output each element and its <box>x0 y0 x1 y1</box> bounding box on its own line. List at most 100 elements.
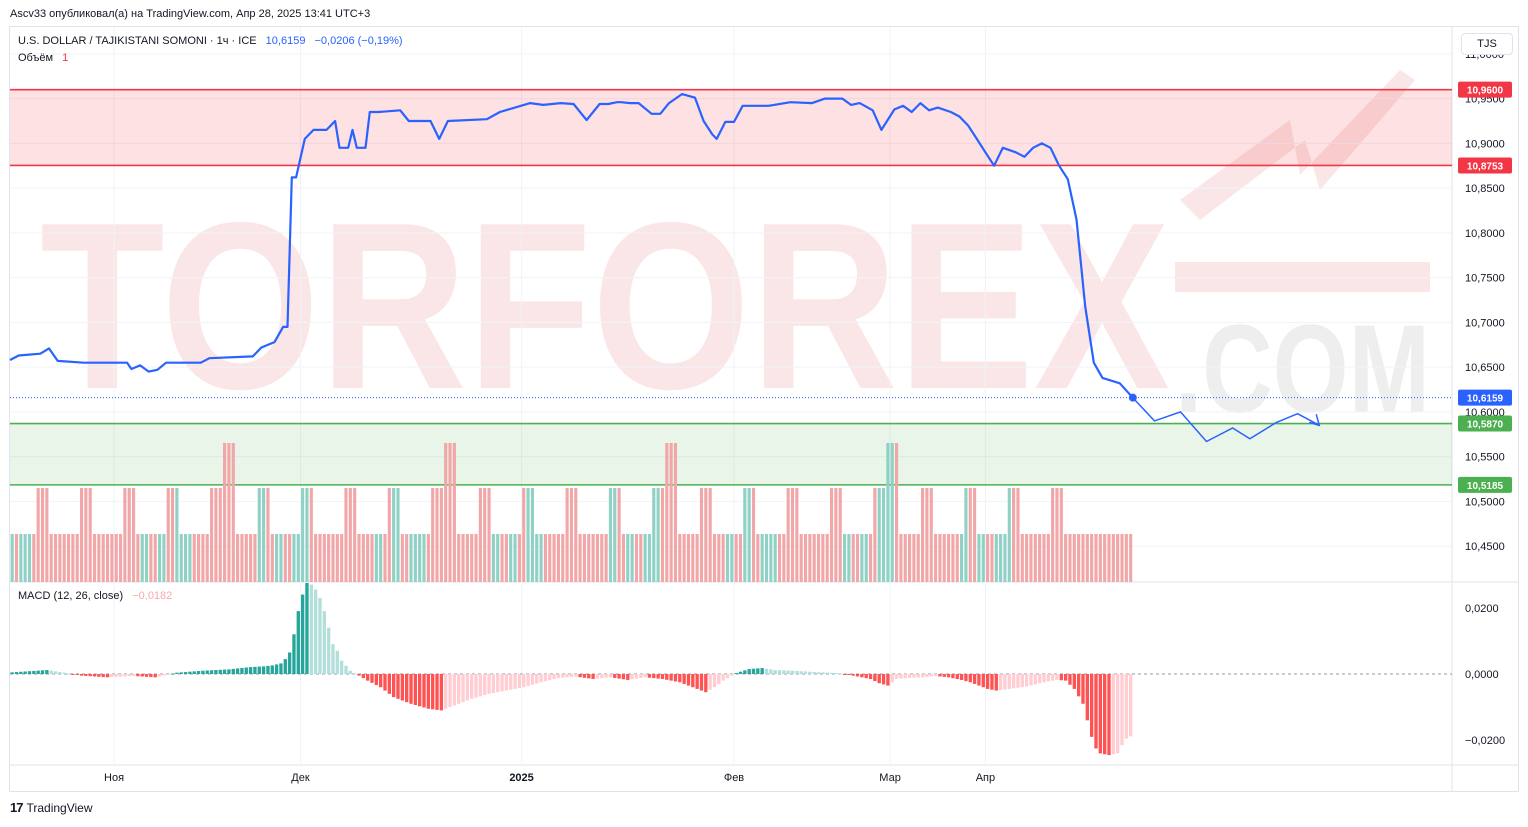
volume-bar <box>140 534 144 582</box>
volume-bar <box>712 534 717 582</box>
volume-bar <box>88 488 92 582</box>
macd-bar <box>14 672 19 674</box>
volume-bar <box>1016 488 1020 582</box>
macd-bar <box>127 674 131 677</box>
volume-bar <box>686 534 691 582</box>
macd-bar <box>201 670 205 674</box>
macd-bar <box>972 674 977 684</box>
volume-bar <box>1042 534 1046 582</box>
volume-legend[interactable]: Объём 1 <box>18 52 68 64</box>
volume-bar <box>669 443 673 582</box>
macd-bar <box>318 597 322 674</box>
chart-frame[interactable] <box>9 26 1519 792</box>
volume-bar <box>71 534 75 582</box>
volume-bar <box>652 488 656 582</box>
macd-bar <box>695 674 699 689</box>
volume-bar <box>708 488 712 582</box>
volume-value: 1 <box>62 52 69 64</box>
volume-bar <box>608 488 613 582</box>
volume-bar <box>812 534 816 582</box>
volume-bar <box>847 534 851 582</box>
symbol-name[interactable]: U.S. DOLLAR / TAJIKISTANI SOMONI · 1ч · … <box>18 35 257 47</box>
x-tick-label: Апр <box>976 772 995 784</box>
symbol-legend[interactable]: U.S. DOLLAR / TAJIKISTANI SOMONI · 1ч · … <box>18 35 403 47</box>
volume-bar <box>626 534 630 582</box>
macd-bar <box>920 674 925 678</box>
price-line[interactable] <box>9 93 1452 443</box>
volume-bar <box>1059 488 1063 582</box>
volume-bar <box>1051 488 1055 582</box>
volume-bar <box>374 534 378 582</box>
price-badge <box>1458 476 1512 493</box>
macd-bar <box>470 674 474 699</box>
volume-bar <box>144 534 149 582</box>
macd-bar <box>829 672 834 674</box>
volume-bar <box>1107 534 1111 582</box>
macd-bar <box>266 665 270 674</box>
volume-bar <box>314 534 318 582</box>
macd-bar <box>569 674 574 677</box>
macd-bar <box>760 668 764 674</box>
macd-bar <box>608 674 613 678</box>
volume-bar <box>569 488 573 582</box>
volume-bar <box>409 534 413 582</box>
macd-bar <box>790 670 795 674</box>
macd-bar <box>79 674 84 676</box>
watermark-tld: .COM <box>1175 300 1430 439</box>
macd-bar <box>435 674 439 710</box>
macd-bar <box>166 674 170 675</box>
macd-bar <box>834 673 838 675</box>
macd-bar <box>743 670 747 674</box>
volume-bar <box>556 534 560 582</box>
volume-bar <box>699 488 704 582</box>
volume-bar <box>448 443 452 582</box>
volume-bar <box>921 488 925 582</box>
volume-bar <box>535 534 539 582</box>
volume-bar <box>279 534 283 582</box>
volume-bar <box>656 488 660 582</box>
macd-bar <box>764 668 769 674</box>
macd-bar <box>1129 674 1133 737</box>
macd-bar <box>487 674 491 694</box>
macd-bar <box>357 674 361 676</box>
volume-bar <box>483 488 487 582</box>
macd-bar <box>431 674 435 710</box>
volume-bar <box>981 534 985 582</box>
volume-bar <box>548 534 552 582</box>
volume-bar <box>868 534 873 582</box>
macd-bar <box>565 674 569 678</box>
volume-bar <box>890 443 894 582</box>
macd-bar <box>92 674 97 677</box>
price-series <box>9 93 1134 399</box>
volume-bar <box>595 534 600 582</box>
volume-bar <box>370 534 374 582</box>
macd-legend[interactable]: MACD (12, 26, close) −0,0182 <box>18 590 172 602</box>
volume-bar <box>14 534 19 582</box>
macd-bar <box>248 667 253 674</box>
macd-bar <box>1098 674 1102 754</box>
macd-bar <box>751 668 756 674</box>
volume-bar <box>873 488 877 582</box>
macd-bar <box>257 666 261 674</box>
volume-bar <box>643 534 647 582</box>
volume-bar <box>539 534 543 582</box>
volume-bar <box>1111 534 1115 582</box>
volume-bar <box>825 534 829 582</box>
currency-button[interactable]: TJS <box>1461 33 1513 55</box>
macd-bar <box>556 674 561 678</box>
volume-bar <box>916 534 920 582</box>
macd-bar <box>331 644 335 674</box>
macd-bar <box>894 674 899 679</box>
macd-bar <box>660 674 665 679</box>
volume-bar <box>604 534 608 582</box>
volume-bar <box>105 534 110 582</box>
macd-bar <box>227 669 231 674</box>
volume-bar <box>305 488 309 582</box>
macd-bar <box>1085 674 1089 721</box>
x-tick-label: Дек <box>291 772 310 784</box>
price-badge <box>1458 389 1512 406</box>
macd-bar <box>287 652 292 674</box>
macd-bar <box>699 674 704 691</box>
volume-bar <box>678 534 682 582</box>
